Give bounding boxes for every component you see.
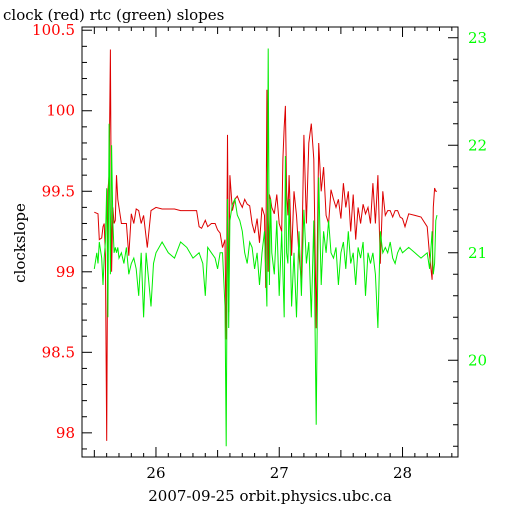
plot-frame — [81, 26, 459, 458]
series-line-clock — [94, 49, 437, 441]
x-tick-label: 27 — [270, 464, 289, 482]
right-tick-label: 21 — [468, 244, 487, 262]
left-tick-label: 99 — [56, 263, 75, 281]
left-tick-label: 98.5 — [42, 343, 75, 361]
left-tick-label: 100.5 — [32, 21, 75, 39]
series-line-rtc — [93, 48, 438, 447]
left-tick-label: 98 — [56, 424, 75, 442]
x-tick-label: 26 — [146, 464, 165, 482]
right-tick-label: 22 — [468, 136, 487, 154]
left-tick-label: 100 — [46, 102, 75, 120]
y-axis-label: clockslope — [11, 203, 29, 283]
right-tick-label: 23 — [468, 29, 487, 47]
axes-layer: 26 27 28 100.5 100 99.5 99 98.5 98 23 22 21 20 — [32, 21, 487, 482]
series-layer — [93, 48, 438, 447]
chart-title: clock (red) rtc (green) slopes — [3, 6, 224, 24]
right-tick-label: 20 — [468, 351, 487, 369]
left-tick-label: 99.5 — [42, 182, 75, 200]
x-tick-label: 28 — [393, 464, 412, 482]
x-axis-label: 2007-09-25 orbit.physics.ubc.ca — [148, 487, 392, 505]
